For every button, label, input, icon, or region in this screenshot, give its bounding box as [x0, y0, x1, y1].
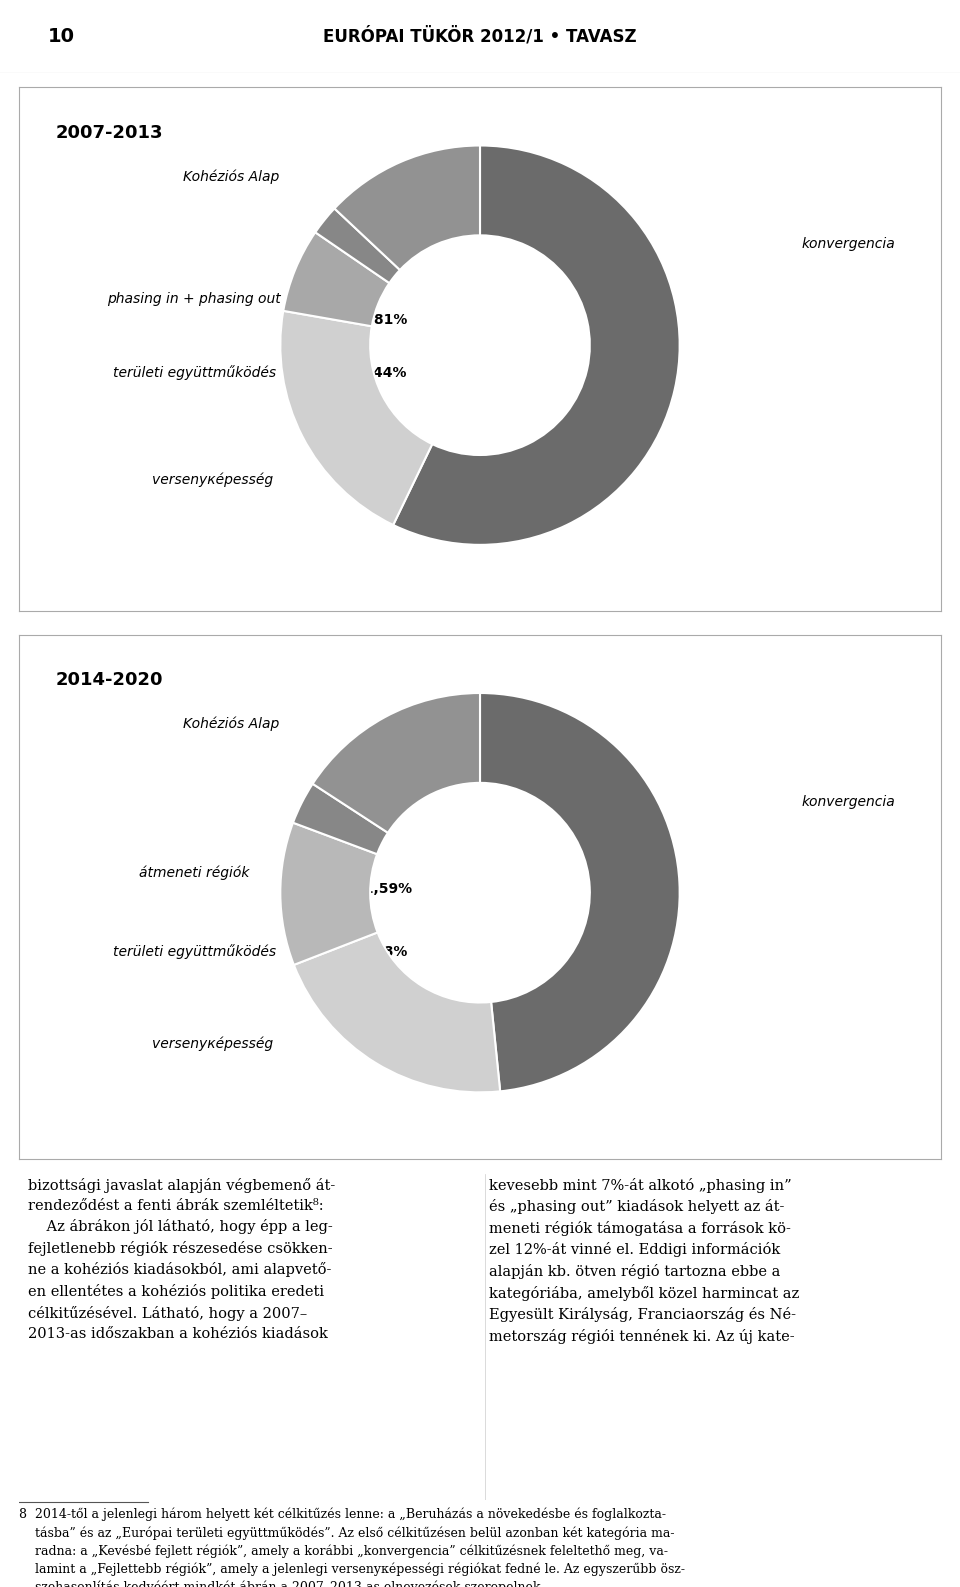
Text: 13,00%: 13,00% [372, 440, 431, 452]
Text: konvergencia: konvergencia [802, 795, 896, 809]
Text: 2007-2013: 2007-2013 [56, 124, 163, 141]
Text: 20,59%: 20,59% [372, 200, 431, 214]
Wedge shape [315, 208, 400, 282]
Text: Kohéziós Alap: Kohéziós Alap [183, 170, 279, 184]
Wedge shape [293, 784, 388, 854]
Wedge shape [294, 933, 500, 1092]
Text: 2014-2020: 2014-2020 [56, 671, 163, 689]
Text: 48,39%: 48,39% [663, 890, 721, 903]
Wedge shape [280, 311, 432, 525]
Wedge shape [334, 146, 480, 270]
Text: 10: 10 [48, 27, 75, 46]
Text: 2,44%: 2,44% [359, 365, 407, 379]
Wedge shape [280, 822, 377, 965]
Text: területi együttműködés: területi együttműködés [112, 365, 276, 381]
Text: 15,82%: 15,82% [372, 1003, 431, 1016]
Text: Kohéziós Alap: Kohéziós Alap [183, 717, 279, 732]
Text: 6,81%: 6,81% [359, 313, 407, 327]
Wedge shape [394, 146, 680, 544]
Text: konvergencia: konvergencia [802, 238, 896, 251]
Text: bizottsági javaslat alapján végbemenő át-
rendeződést a fenti ábrák szemléltetik: bizottsági javaslat alapján végbemenő át… [29, 1178, 336, 1341]
Text: 20,72%: 20,72% [372, 747, 431, 762]
Wedge shape [313, 694, 480, 833]
Text: területi együttműködés: területi együttműködés [112, 944, 276, 959]
Text: 11,59%: 11,59% [354, 882, 412, 895]
Text: átmeneti régiók: átmeneti régiók [139, 867, 250, 881]
Text: EURÓPAI TÜKÖR 2012/1 • TAVASZ: EURÓPAI TÜKÖR 2012/1 • TAVASZ [324, 27, 636, 46]
Text: 3,48%: 3,48% [359, 944, 407, 959]
Text: versenyкépesség: versenyкépesség [153, 473, 274, 487]
Text: kevesebb mint 7%-át alkotó „phasing in”
és „phasing out” kiadások helyett az át-: kevesebb mint 7%-át alkotó „phasing in” … [490, 1178, 800, 1344]
Text: versenyкépesség: versenyкépesség [153, 1036, 274, 1051]
Wedge shape [283, 232, 390, 327]
Text: 8  2014-től a jelenlegi három helyett két célkitűzés lenne: a „Beruházás a növek: 8 2014-től a jelenlegi három helyett két… [19, 1508, 685, 1587]
Text: 57,16%: 57,16% [663, 357, 721, 371]
Wedge shape [480, 694, 680, 1092]
Text: phasing in + phasing out: phasing in + phasing out [108, 292, 281, 306]
